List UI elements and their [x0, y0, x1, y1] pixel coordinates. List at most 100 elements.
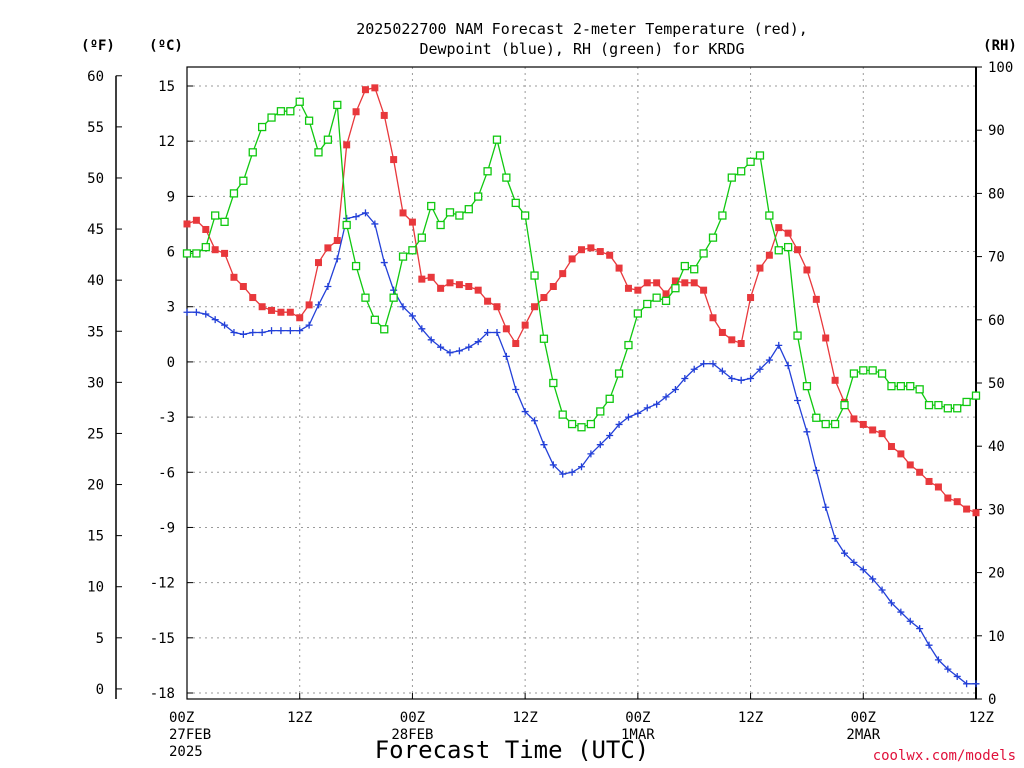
rh-point: [351, 261, 361, 271]
fahrenheit-tick-label: 5: [96, 631, 104, 647]
temperature-point: [418, 275, 426, 283]
dewpoint-point: [634, 409, 642, 417]
temperature-point: [315, 259, 322, 267]
rh-point: [586, 419, 596, 429]
rh-point: [943, 404, 952, 413]
year-label: 2025: [169, 744, 203, 760]
dewpoint-point: [286, 327, 294, 335]
fahrenheit-tick-label: 60: [87, 69, 104, 85]
dewpoint-point: [596, 441, 604, 449]
dewpoint-point: [841, 549, 848, 557]
rh-point: [201, 242, 210, 252]
temperature-point: [897, 450, 905, 458]
rh-point: [361, 293, 370, 302]
temperature-point: [531, 303, 539, 311]
dewpoint-point: [624, 413, 632, 421]
rh-point: [267, 113, 276, 122]
fahrenheit-tick-label: 20: [87, 478, 104, 494]
dewpoint-point: [418, 325, 426, 333]
rh-line: [187, 100, 977, 428]
dewpoint-point: [484, 328, 492, 336]
rh-point: [924, 400, 934, 410]
rh-point: [445, 208, 455, 217]
dewpoint-point: [822, 503, 830, 511]
dewpoint-point: [399, 303, 407, 311]
time-tick-label: 12Z: [287, 710, 312, 726]
rh-point: [502, 173, 511, 182]
rh-point: [934, 400, 943, 410]
celsius-tick-label: -18: [150, 686, 175, 702]
dewpoint-point: [681, 374, 689, 382]
rh-point: [182, 249, 192, 258]
rh-point: [304, 116, 314, 125]
fahrenheit-tick-label: 10: [87, 580, 104, 596]
temperature-point: [258, 303, 266, 311]
fahrenheit-tick-label: 25: [87, 426, 104, 442]
temperature-point: [747, 294, 755, 302]
dewpoint-point: [869, 575, 877, 583]
rh-point: [971, 391, 981, 400]
celsius-tick-label: 12: [158, 134, 175, 150]
dewpoint-point: [559, 470, 567, 478]
celsius-unit-label: (ºC): [149, 38, 183, 54]
dewpoint-point: [239, 330, 247, 338]
chart-title: 2025022700 NAM Forecast 2-meter Temperat…: [356, 20, 808, 38]
dewpoint-point: [756, 365, 764, 373]
temperature-point: [700, 286, 708, 294]
rh-point: [915, 385, 924, 394]
temperature-point: [709, 314, 717, 322]
dewpoint-point: [315, 301, 322, 309]
grid-lines: [187, 67, 976, 699]
temperature-point: [784, 229, 792, 237]
rh-point: [896, 382, 906, 391]
rh-tick-label: 70: [988, 250, 1005, 266]
time-tick-label: 12Z: [738, 710, 763, 726]
rh-point: [868, 366, 877, 375]
data-series: [182, 84, 981, 688]
rh-point: [539, 334, 549, 343]
dewpoint-point: [371, 220, 379, 228]
dewpoint-point: [615, 420, 623, 428]
dewpoint-point: [202, 310, 210, 318]
temperature-point: [794, 246, 802, 254]
time-tick-label: 00Z: [169, 710, 194, 726]
rh-tick-label: 80: [988, 186, 1005, 202]
temperature-point: [390, 156, 398, 164]
rh-tick-label: 90: [988, 123, 1005, 139]
dewpoint-point: [361, 209, 369, 217]
rh-point: [239, 176, 248, 185]
dewpoint-point: [465, 343, 473, 351]
rh-point: [370, 315, 380, 324]
dewpoint-point: [606, 431, 614, 439]
rh-point: [483, 167, 492, 176]
dewpoint-point: [728, 374, 736, 382]
rh-point: [887, 382, 896, 391]
celsius-tick-label: 6: [167, 245, 175, 261]
celsius-tick-label: 0: [167, 355, 175, 371]
temperature-point: [822, 334, 830, 342]
temperature-point: [869, 426, 877, 434]
rh-tick-label: 30: [988, 502, 1005, 518]
temperature-point: [221, 249, 229, 257]
temperature-point: [437, 284, 445, 292]
temperature-point: [662, 290, 670, 298]
rh-point: [276, 107, 286, 116]
rh-point: [793, 331, 802, 340]
temperature-point: [446, 279, 454, 287]
temperature-point: [361, 86, 369, 94]
temperature-point: [972, 509, 980, 517]
dewpoint-point: [474, 338, 482, 346]
rh-point: [520, 211, 530, 220]
dewpoint-point: [794, 397, 802, 405]
temperature-point: [521, 321, 529, 329]
dewpoint-point: [671, 386, 679, 393]
dewpoint-point: [709, 360, 717, 368]
temperature-point: [653, 279, 661, 287]
dewpoint-point: [211, 316, 219, 324]
dewpoint-point: [737, 376, 745, 384]
fahrenheit-tick-label: 30: [87, 375, 104, 391]
dewpoint-point: [531, 417, 539, 425]
temperature-point: [484, 297, 492, 305]
dewpoint-point: [296, 327, 304, 335]
